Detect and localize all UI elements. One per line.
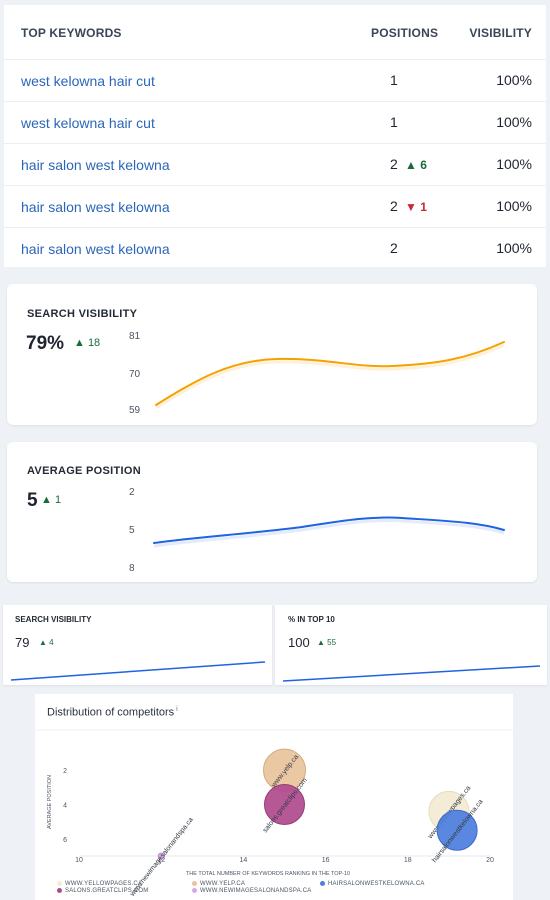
average-position-sparkline bbox=[153, 516, 505, 548]
header-visibility[interactable]: VISIBILITY bbox=[469, 26, 532, 40]
metric-delta: ▲ 4 bbox=[39, 638, 54, 647]
mini-visibility-sparkline bbox=[10, 661, 266, 681]
search-visibility-sparkline bbox=[155, 341, 505, 410]
y-tick-label: 70 bbox=[129, 369, 141, 380]
metric-value: 5 bbox=[27, 490, 38, 511]
visibility-trend-line bbox=[155, 341, 505, 406]
mini-top10-sparkline bbox=[282, 665, 541, 682]
competitors-bubble-chart: 2 4 6 10 12 14 16 18 20 AVERAGE POSITION THE TOTAL… bbox=[35, 729, 513, 899]
keyword-link[interactable]: hair salon west kelowna bbox=[21, 157, 170, 173]
y-tick-label: 81 bbox=[129, 331, 141, 342]
table-row: west kelowna hair cut 1 100% bbox=[4, 59, 546, 101]
table-row: hair salon west kelowna 2 ▼ 1 100% bbox=[4, 185, 546, 227]
y-tick-label: 8 bbox=[129, 563, 135, 574]
position-change-badge: ▼ 1 bbox=[405, 200, 427, 214]
legend-swatch bbox=[320, 881, 325, 886]
table-header: TOP KEYWORDS POSITIONS VISIBILITY bbox=[4, 5, 546, 60]
visibility-value: 100% bbox=[496, 156, 532, 172]
legend-item[interactable]: SALONS.GREATCLIPS.COM bbox=[57, 888, 148, 894]
x-tick-label: 12 bbox=[157, 857, 165, 864]
y-tick-label: 2 bbox=[63, 768, 67, 775]
table-row: hair salon west kelowna 2 ▲ 6 100% bbox=[4, 143, 546, 185]
x-tick-label: 20 bbox=[486, 857, 494, 864]
legend-swatch bbox=[57, 881, 62, 886]
y-tick-label: 4 bbox=[63, 803, 67, 810]
metric-delta: ▲ 55 bbox=[317, 638, 337, 647]
header-positions[interactable]: POSITIONS bbox=[371, 26, 439, 40]
legend-item[interactable]: WWW.YELP.CA bbox=[192, 881, 245, 887]
competitor-bubble bbox=[264, 784, 305, 825]
mini-trend-line bbox=[10, 661, 266, 681]
mini-search-visibility-card: SEARCH VISIBILITY 79 ▲ 4 bbox=[3, 605, 272, 685]
legend-label: WWW.NEWIMAGESALONANDSPA.CA bbox=[200, 888, 312, 895]
position-trend-line bbox=[153, 516, 505, 544]
keyword-link[interactable]: west kelowna hair cut bbox=[21, 115, 155, 131]
legend-swatch bbox=[192, 881, 197, 886]
metric-delta: ▲ 18 bbox=[74, 337, 101, 349]
legend-swatch bbox=[57, 888, 62, 893]
position-value: 1 bbox=[390, 72, 398, 88]
card-title: SEARCH VISIBILITY bbox=[15, 615, 92, 624]
x-tick-label: 10 bbox=[75, 857, 83, 864]
table-row: west kelowna hair cut 1 100% bbox=[4, 101, 546, 143]
x-tick-label: 18 bbox=[404, 857, 412, 864]
position-value: 2 bbox=[390, 240, 398, 256]
keyword-link[interactable]: hair salon west kelowna bbox=[21, 199, 170, 215]
card-title: % IN TOP 10 bbox=[288, 615, 335, 624]
legend-label: HAIRSALONWESTKELOWNA.CA bbox=[328, 881, 425, 888]
card-title: AVERAGE POSITION bbox=[27, 465, 141, 477]
legend-item[interactable]: HAIRSALONWESTKELOWNA.CA bbox=[320, 881, 425, 887]
metric-value: 79 bbox=[15, 635, 30, 650]
y-tick-label: 6 bbox=[63, 837, 67, 844]
card-title: SEARCH VISIBILITY bbox=[27, 308, 138, 320]
legend-label: WWW.YELP.CA bbox=[200, 881, 246, 888]
position-value: 2 bbox=[390, 156, 398, 172]
search-visibility-card: SEARCH VISIBILITY 79% ▲ 18 81 70 59 bbox=[7, 284, 537, 425]
x-axis-label: THE TOTAL NUMBER OF KEYWORDS RANKING IN … bbox=[186, 871, 350, 877]
y-axis-label: AVERAGE POSITION bbox=[47, 775, 53, 829]
table-row: hair salon west kelowna 2 100% bbox=[4, 227, 546, 269]
metric-value: 79% bbox=[26, 333, 65, 354]
info-icon[interactable]: i bbox=[176, 706, 178, 713]
position-value: 2 bbox=[390, 198, 398, 214]
keyword-link[interactable]: hair salon west kelowna bbox=[21, 241, 170, 257]
y-tick-label: 2 bbox=[129, 487, 135, 498]
metric-value: 100 bbox=[288, 635, 310, 650]
legend-label: SALONS.GREATCLIPS.COM bbox=[65, 888, 149, 895]
visibility-value: 100% bbox=[496, 72, 532, 88]
x-tick-label: 14 bbox=[240, 857, 248, 864]
y-tick-label: 59 bbox=[129, 405, 141, 416]
competitor-bubble bbox=[436, 809, 478, 851]
visibility-value: 100% bbox=[496, 198, 532, 214]
competitor-bubble bbox=[157, 852, 165, 860]
metric-delta: ▲ 1 bbox=[41, 494, 62, 506]
mini-trend-line bbox=[282, 665, 541, 682]
position-value: 1 bbox=[390, 114, 398, 130]
legend-item[interactable]: WWW.YELLOWPAGES.CA bbox=[57, 881, 142, 887]
header-top-keywords[interactable]: TOP KEYWORDS bbox=[21, 26, 122, 40]
position-change-badge: ▲ 6 bbox=[405, 158, 427, 172]
legend-label: WWW.YELLOWPAGES.CA bbox=[65, 881, 143, 888]
legend-swatch bbox=[192, 888, 197, 893]
visibility-value: 100% bbox=[496, 114, 532, 130]
visibility-value: 100% bbox=[496, 240, 532, 256]
x-tick-label: 16 bbox=[322, 857, 330, 864]
mini-top10-card: % IN TOP 10 100 ▲ 55 bbox=[275, 605, 547, 685]
competitors-card: Distribution of competitors i 2 4 6 10 12 14 16… bbox=[35, 694, 513, 900]
y-tick-label: 5 bbox=[129, 525, 135, 536]
legend-item[interactable]: WWW.NEWIMAGESALONANDSPA.CA bbox=[192, 888, 311, 894]
average-position-card: AVERAGE POSITION 5 ▲ 1 2 5 8 bbox=[7, 442, 537, 582]
top-keywords-table: TOP KEYWORDS POSITIONS VISIBILITY west k… bbox=[4, 5, 546, 267]
keyword-link[interactable]: west kelowna hair cut bbox=[21, 73, 155, 89]
card-title: Distribution of competitors i bbox=[47, 706, 178, 719]
